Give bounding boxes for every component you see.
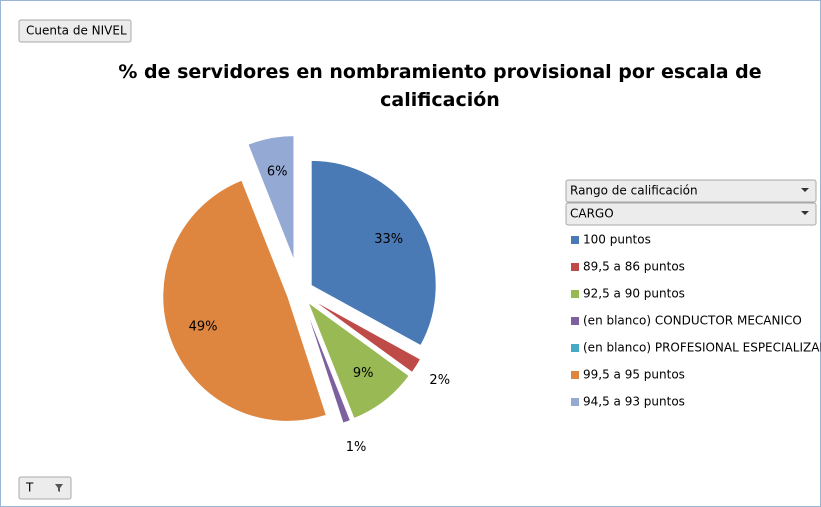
- legend-label: 89,5 a 86 puntos: [583, 260, 685, 274]
- legend-field-label: CARGO: [570, 207, 614, 221]
- pie-slice: [247, 135, 295, 261]
- legend-label: 100 puntos: [583, 233, 651, 247]
- legend-label: (en blanco) PROFESIONAL ESPECIALIZADO: [583, 341, 821, 355]
- legend-label: 92,5 a 90 puntos: [583, 287, 685, 301]
- legend-field-button[interactable]: [565, 179, 817, 203]
- axis-field-label: T: [25, 481, 34, 495]
- legend-field-button[interactable]: [565, 202, 817, 226]
- legend-swatch: [571, 236, 579, 244]
- filter-icon: [55, 484, 63, 492]
- pie-slice: [162, 179, 328, 422]
- dropdown-arrow: [801, 188, 809, 192]
- data-label: 2%: [429, 373, 450, 388]
- legend-field-label: Rango de calificación: [570, 184, 698, 198]
- legend-label: 99,5 a 95 puntos: [583, 368, 685, 382]
- data-label: 33%: [374, 232, 403, 247]
- pie-slice: [306, 300, 410, 420]
- legend-label: (en blanco) CONDUCTOR MECANICO: [583, 314, 802, 328]
- legend-swatch: [571, 290, 579, 298]
- pie-slice: [310, 298, 422, 374]
- data-label: 9%: [353, 366, 374, 381]
- chart-title: % de servidores en nombramiento provisio…: [118, 61, 761, 111]
- legend-swatch: [571, 317, 579, 325]
- data-label: 49%: [189, 319, 218, 334]
- data-label: 6%: [267, 165, 288, 180]
- dropdown-arrow: [801, 211, 809, 215]
- data-label: 1%: [346, 440, 367, 455]
- field-button[interactable]: [18, 19, 132, 43]
- legend-swatch: [571, 263, 579, 271]
- pie-slice: [310, 159, 437, 347]
- field-button-label: Cuenta de NIVEL: [26, 24, 127, 38]
- axis-field-button[interactable]: [18, 476, 72, 500]
- legend-swatch: [571, 398, 579, 406]
- legend-swatch: [571, 344, 579, 352]
- legend-swatch: [571, 371, 579, 379]
- legend-label: 94,5 a 93 puntos: [583, 395, 685, 409]
